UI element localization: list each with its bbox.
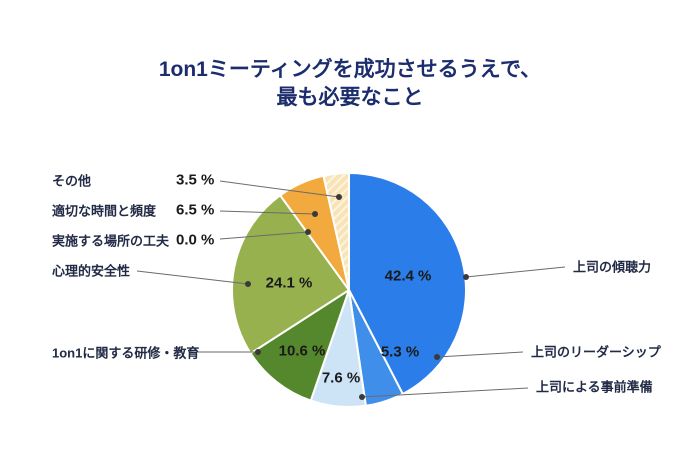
leader-line-0 [465, 266, 566, 278]
leader-dot-3 [255, 349, 261, 355]
leader-dot-7 [336, 194, 342, 200]
leader-dot-6 [312, 211, 318, 217]
leader-dot-1 [434, 354, 440, 360]
chart-title-line1: 1on1ミーティングを成功させるうえで、 [158, 58, 542, 81]
leader-line-5 [219, 231, 309, 240]
leader-line-1 [436, 351, 524, 358]
leader-dot-4 [245, 281, 251, 287]
leader-line-2 [361, 387, 529, 398]
pie-slice-3 [249, 289, 350, 402]
pie-slice-0 [348, 172, 467, 395]
chart-title: 1on1ミーティングを成功させるうえで、 最も必要なこと [0, 56, 700, 112]
chart-title-line2: 最も必要なこと [276, 86, 424, 109]
pie-slice-4 [231, 194, 350, 355]
leader-line-4 [136, 270, 249, 285]
leader-line-6 [219, 210, 316, 215]
leader-line-7 [219, 180, 340, 198]
pie-slice-7 [322, 172, 350, 291]
leader-dot-0 [463, 274, 469, 280]
leader-dot-2 [359, 394, 365, 400]
leader-dot-5 [305, 229, 311, 235]
